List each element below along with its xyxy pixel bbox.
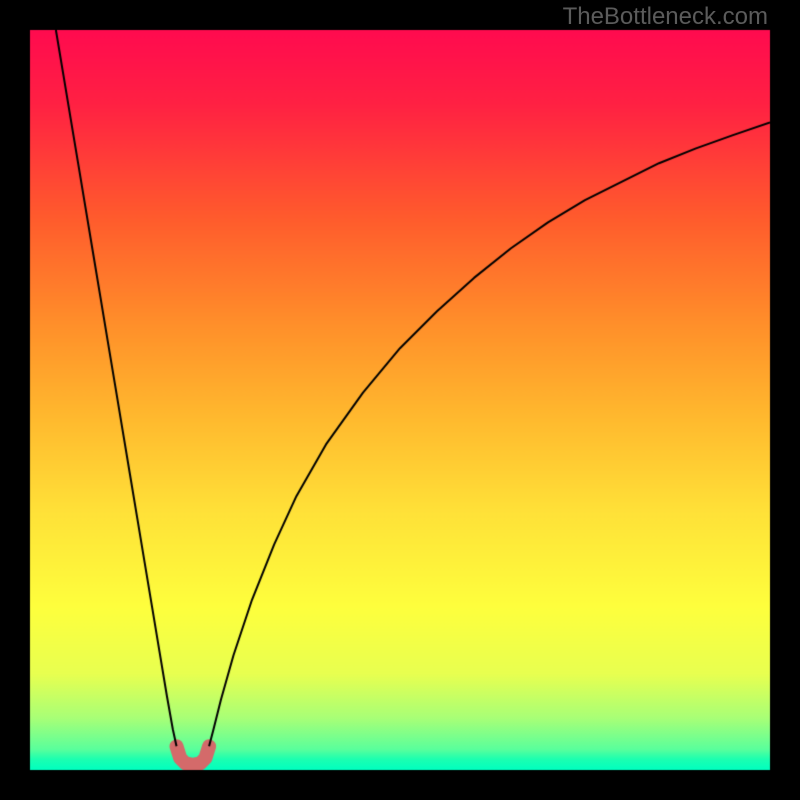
chart-container: TheBottleneck.com <box>0 0 800 800</box>
bottleneck-chart <box>0 0 800 800</box>
